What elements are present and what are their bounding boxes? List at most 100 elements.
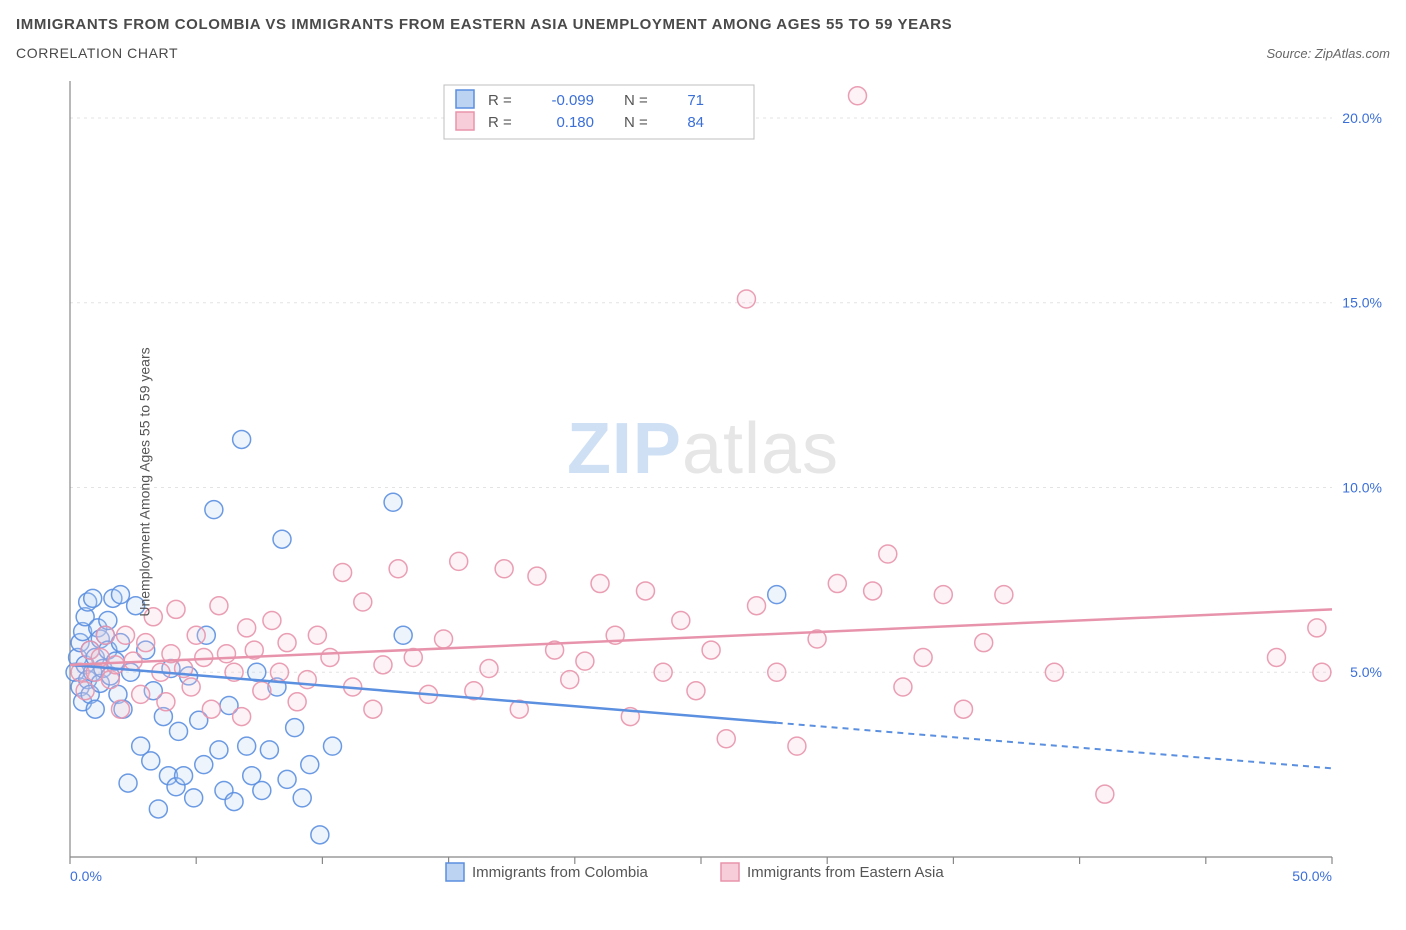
data-point <box>374 656 392 674</box>
svg-text:R =: R = <box>488 92 512 109</box>
data-point <box>117 626 135 644</box>
data-point <box>205 501 223 519</box>
data-point <box>495 560 513 578</box>
data-point <box>253 781 271 799</box>
data-point <box>995 586 1013 604</box>
data-point <box>111 586 129 604</box>
data-point <box>195 756 213 774</box>
data-point <box>106 656 124 674</box>
data-point <box>301 756 319 774</box>
data-point <box>157 693 175 711</box>
page-subtitle: CORRELATION CHART <box>16 45 178 61</box>
svg-text:20.0%: 20.0% <box>1342 110 1382 126</box>
svg-text:R =: R = <box>488 114 512 131</box>
data-point <box>293 789 311 807</box>
data-point <box>202 700 220 718</box>
data-point <box>84 589 102 607</box>
data-point <box>768 663 786 681</box>
data-point <box>717 730 735 748</box>
data-point <box>788 737 806 755</box>
data-point <box>210 741 228 759</box>
data-point <box>1096 785 1114 803</box>
svg-text:10.0%: 10.0% <box>1342 479 1382 495</box>
correlation-chart: Unemployment Among Ages 55 to 59 years Z… <box>16 67 1390 897</box>
data-point <box>263 612 281 630</box>
data-point <box>879 545 897 563</box>
data-point <box>86 700 104 718</box>
page-title: IMMIGRANTS FROM COLOMBIA VS IMMIGRANTS F… <box>16 16 1390 33</box>
svg-text:0.0%: 0.0% <box>70 868 102 884</box>
data-point <box>217 645 235 663</box>
data-point <box>96 626 114 644</box>
svg-text:15.0%: 15.0% <box>1342 295 1382 311</box>
svg-text:5.0%: 5.0% <box>1350 664 1382 680</box>
data-point <box>137 634 155 652</box>
data-point <box>450 552 468 570</box>
data-point <box>273 530 291 548</box>
data-point <box>175 767 193 785</box>
data-point <box>288 693 306 711</box>
svg-text:-0.099: -0.099 <box>551 92 594 109</box>
data-point <box>591 575 609 593</box>
data-point <box>848 87 866 105</box>
data-point <box>672 612 690 630</box>
data-point <box>233 708 251 726</box>
legend-swatch <box>446 863 464 881</box>
svg-text:71: 71 <box>687 92 704 109</box>
data-point <box>119 774 137 792</box>
data-point <box>1045 663 1063 681</box>
data-point <box>286 719 304 737</box>
data-point <box>132 685 150 703</box>
data-point <box>321 648 339 666</box>
data-point <box>233 430 251 448</box>
data-point <box>934 586 952 604</box>
data-point <box>111 700 129 718</box>
data-point <box>480 660 498 678</box>
data-point <box>149 800 167 818</box>
data-point <box>1308 619 1326 637</box>
data-point <box>185 789 203 807</box>
data-point <box>76 682 94 700</box>
data-point <box>528 567 546 585</box>
data-point <box>182 678 200 696</box>
data-point <box>828 575 846 593</box>
data-point <box>354 593 372 611</box>
data-point <box>654 663 672 681</box>
data-point <box>253 682 271 700</box>
svg-text:84: 84 <box>687 114 704 131</box>
data-point <box>435 630 453 648</box>
data-point <box>384 493 402 511</box>
data-point <box>636 582 654 600</box>
svg-text:0.180: 0.180 <box>556 114 594 131</box>
data-point <box>364 700 382 718</box>
data-point <box>394 626 412 644</box>
data-point <box>954 700 972 718</box>
data-point <box>238 737 256 755</box>
data-point <box>864 582 882 600</box>
data-point <box>210 597 228 615</box>
y-axis-label: Unemployment Among Ages 55 to 59 years <box>137 347 153 616</box>
data-point <box>238 619 256 637</box>
data-point <box>768 586 786 604</box>
regression-line <box>70 609 1332 664</box>
data-point <box>278 770 296 788</box>
data-point <box>142 752 160 770</box>
data-point <box>561 671 579 689</box>
data-point <box>187 626 205 644</box>
data-point <box>975 634 993 652</box>
legend-swatch <box>721 863 739 881</box>
data-point <box>702 641 720 659</box>
data-point <box>167 600 185 618</box>
data-point <box>278 634 296 652</box>
data-point <box>270 663 288 681</box>
data-point <box>389 560 407 578</box>
data-point <box>914 648 932 666</box>
legend-label: Immigrants from Eastern Asia <box>747 864 944 881</box>
legend-label: Immigrants from Colombia <box>472 864 649 881</box>
chart-svg: 0.0%50.0%5.0%10.0%15.0%20.0%R =-0.099N =… <box>16 67 1390 897</box>
data-point <box>260 741 278 759</box>
data-point <box>687 682 705 700</box>
data-point <box>748 597 766 615</box>
source-attribution: Source: ZipAtlas.com <box>1266 46 1390 61</box>
data-point <box>311 826 329 844</box>
